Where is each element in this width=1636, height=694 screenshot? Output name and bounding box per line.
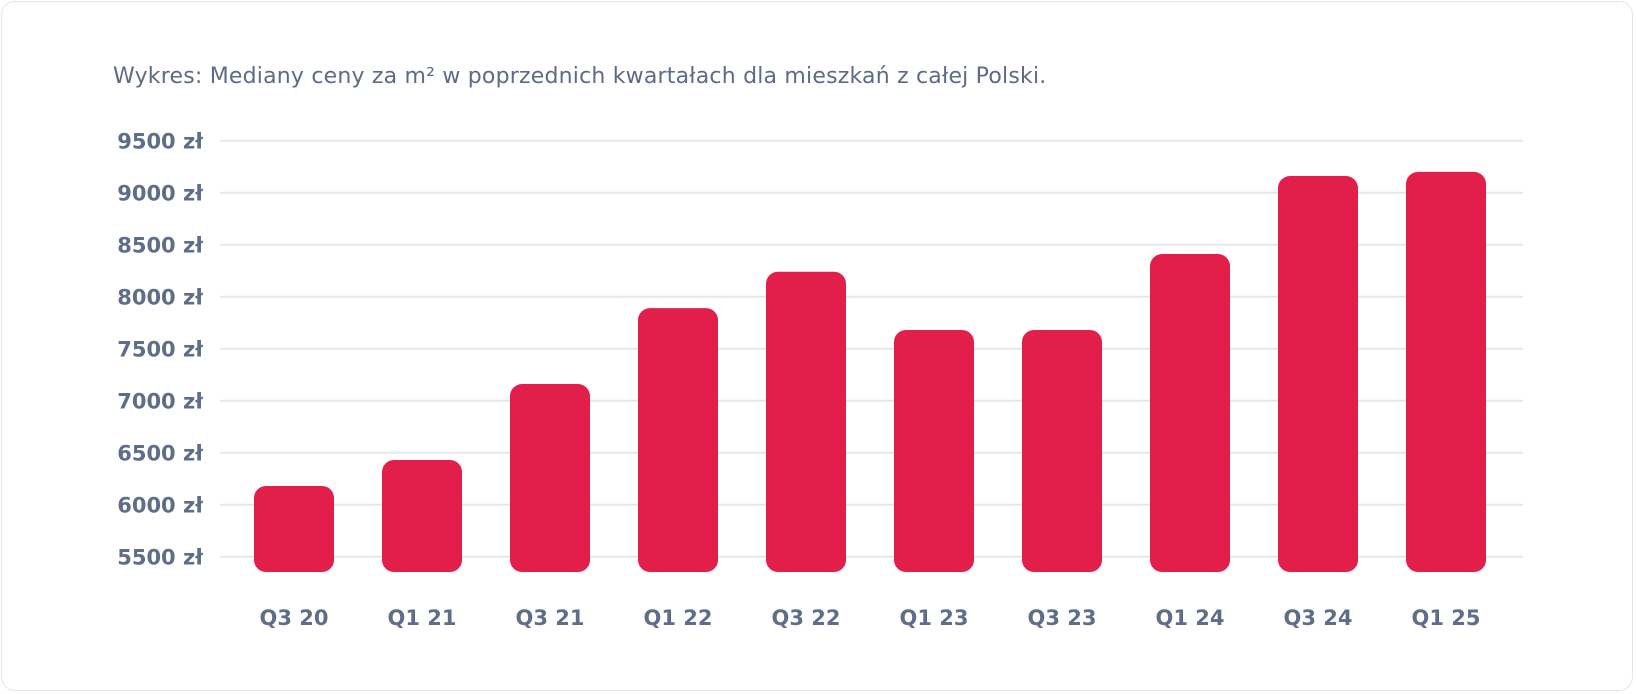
y-tick-label: 9000 zł [117, 182, 204, 206]
x-tick-label: Q3 20 [260, 606, 329, 630]
bar-q1-21 [382, 459, 462, 572]
bar-q1-22 [638, 308, 718, 572]
y-tick-label: 8500 zł [117, 234, 204, 258]
bar-q3-21 [510, 384, 590, 572]
x-tick-label: Q1 22 [644, 606, 713, 630]
x-tick-label: Q1 23 [900, 606, 969, 630]
bar-q1-24 [1150, 254, 1230, 572]
bar-q1-23 [894, 329, 974, 572]
x-tick-label: Q1 21 [388, 606, 457, 630]
y-tick-label: 9500 zł [117, 130, 204, 154]
y-tick-label: 5500 zł [117, 546, 204, 570]
bar-q3-23 [1022, 329, 1102, 572]
y-tick-label: 8000 zł [117, 286, 204, 310]
x-tick-label: Q3 22 [772, 606, 841, 630]
x-tick-label: Q1 24 [1156, 606, 1225, 630]
x-tick-label: Q1 25 [1412, 606, 1481, 630]
bar-q3-22 [766, 271, 846, 572]
bar-q3-20 [254, 485, 334, 572]
x-tick-label: Q3 21 [516, 606, 585, 630]
y-tick-label: 7500 zł [117, 338, 204, 362]
chart-title: Wykres: Mediany ceny za m² w poprzednich… [113, 64, 1047, 89]
y-tick-label: 6500 zł [117, 442, 204, 466]
bar-q1-25 [1406, 171, 1486, 572]
y-tick-label: 6000 zł [117, 494, 204, 518]
y-tick-label: 7000 zł [117, 390, 204, 414]
x-tick-label: Q3 23 [1028, 606, 1097, 630]
bar-q3-24 [1278, 176, 1358, 572]
x-tick-label: Q3 24 [1284, 606, 1353, 630]
